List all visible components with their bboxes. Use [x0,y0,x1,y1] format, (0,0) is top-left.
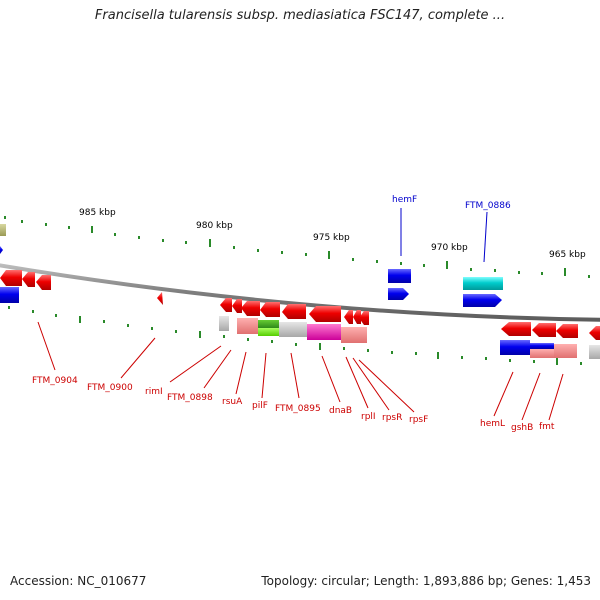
leader-rplI [345,356,369,409]
leader-FTM_0904 [37,321,56,371]
gene-dnaB[interactable] [309,306,341,322]
gene-reverse-left-2[interactable] [22,272,35,287]
scale-label-970: 970 kbp [431,243,468,253]
gene-FTM_0886[interactable] [463,277,503,290]
feature-pink-2[interactable] [341,327,367,343]
map-title: Francisella tularensis subsp. mediasiati… [94,8,506,23]
feature-green-1[interactable] [258,320,279,328]
gene-rpsR[interactable] [353,310,361,324]
forward-strand-genes [0,224,503,307]
leader-FTM_0898 [203,349,232,389]
label-pilF[interactable]: pilF [252,401,268,411]
accession-info: Accession: NC_010677 [10,574,147,588]
feature-green-2[interactable] [258,328,279,336]
gene-forward-left[interactable] [0,287,19,303]
leader-FTM_0895 [290,352,300,399]
gene-rpsF[interactable] [359,311,369,325]
leader-hemL [493,371,514,417]
label-gshB[interactable]: gshB [511,423,533,433]
feature-tracks [219,316,600,359]
gene-hemF[interactable] [388,269,411,283]
leader-lines [37,208,564,421]
gene-FTM_0895[interactable] [282,304,306,319]
label-rpsR[interactable]: rpsR [382,413,402,423]
gene-rplI[interactable] [344,310,353,324]
label-FTM_0886[interactable]: FTM_0886 [465,201,511,211]
genome-summary: Topology: circular; Length: 1,893,886 bp… [261,574,591,588]
feature-blue-1[interactable] [500,340,530,355]
inner-tick-ring [8,306,582,365]
label-rplI[interactable]: rplI [361,412,376,422]
leader-FTM_0886 [483,211,488,263]
gene-forward-edge-olive[interactable] [0,224,6,236]
feature-blue-2[interactable] [530,343,554,349]
outer-tick-ring [4,216,590,278]
leader-rimI [169,345,222,383]
label-hemL[interactable]: hemL [480,419,505,429]
gene-hemL[interactable] [501,322,531,336]
feature-grey-2[interactable] [279,322,307,337]
label-hemF[interactable]: hemF [392,195,417,205]
label-rsuA[interactable]: rsuA [222,397,243,407]
feature-pink-1[interactable] [237,318,258,334]
leader-gshB [521,372,541,421]
leader-rpsF [358,359,415,413]
gene-rimI[interactable] [220,298,232,312]
gene-fmt[interactable] [556,324,578,338]
leader-rsuA [235,351,247,395]
gene-forward-lower[interactable] [463,294,502,307]
gene-FTM_0900[interactable] [157,292,163,305]
scale-label-965: 965 kbp [549,250,586,260]
scale-labels: 985 kbp 980 kbp 975 kbp 970 kbp 965 kbp [79,208,586,260]
gene-gshB[interactable] [532,323,556,337]
gene-forward-edge-blue[interactable] [0,246,3,254]
leader-dnaB [321,355,341,403]
leader-pilF [261,352,267,399]
scale-label-975: 975 kbp [313,233,350,243]
label-fmt[interactable]: fmt [539,422,555,432]
leader-fmt [548,373,564,421]
scale-label-980: 980 kbp [196,221,233,231]
feature-grey-1[interactable] [219,316,229,331]
bottom-gene-labels: FTM_0904 FTM_0900 rimI FTM_0898 rsuA pil… [32,376,555,433]
feature-pink-4[interactable] [554,344,577,358]
feature-pink-3[interactable] [530,349,554,358]
label-FTM_0898[interactable]: FTM_0898 [167,393,213,403]
gene-reverse-left-1[interactable] [0,270,22,286]
label-rimI[interactable]: rimI [145,387,163,397]
gene-FTM_0904[interactable] [36,275,51,290]
reverse-strand-genes [0,270,600,340]
label-FTM_0900[interactable]: FTM_0900 [87,383,133,393]
leader-FTM_0900 [120,337,156,379]
gene-FTM_0898[interactable] [232,299,242,313]
feature-grey-3[interactable] [589,345,600,359]
label-dnaB[interactable]: dnaB [329,406,352,416]
label-rpsF[interactable]: rpsF [409,415,428,425]
gene-rsuA[interactable] [241,301,260,316]
gene-forward-small[interactable] [388,288,409,300]
feature-magenta-1[interactable] [307,324,341,340]
label-FTM_0895[interactable]: FTM_0895 [275,404,321,414]
top-gene-labels: hemF FTM_0886 [392,195,511,211]
gene-pilF[interactable] [260,302,280,317]
leader-rpsR [352,357,390,411]
scale-label-985: 985 kbp [79,208,116,218]
gene-reverse-right-edge[interactable] [589,326,600,340]
label-FTM_0904[interactable]: FTM_0904 [32,376,78,386]
